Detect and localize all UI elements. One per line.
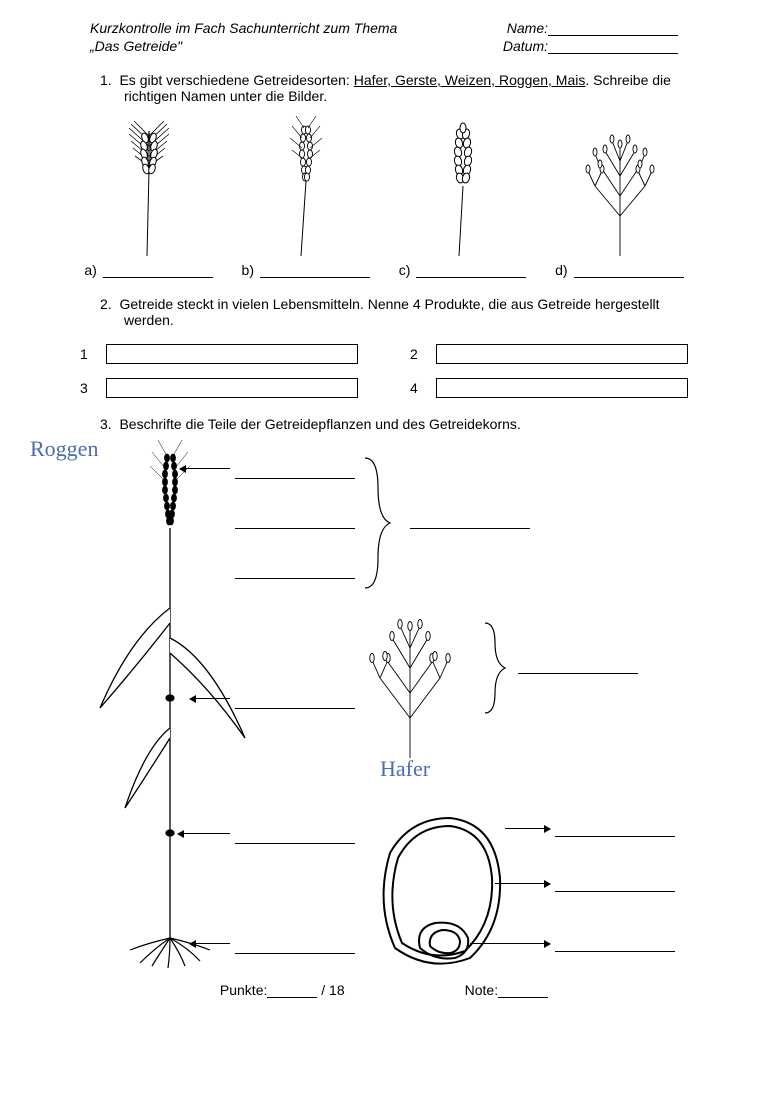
grain-image-c [403,116,523,256]
q1-answer-c[interactable]: c) [399,262,527,278]
grain-image-a [89,116,209,256]
q3-line-2[interactable] [235,528,355,529]
arrow-node [178,833,230,834]
q1-answer-b[interactable]: b) [242,262,370,278]
q2-boxes: 1 2 3 4 [40,344,728,398]
brace-top [360,453,400,593]
question-2: 2. Getreide steckt in vielen Lebensmitte… [40,296,728,328]
arrow-ear [180,468,230,469]
q2-text: 2. Getreide steckt in vielen Lebensmitte… [100,296,688,328]
brace-hafer [480,618,510,718]
q1-answer-row: a) b) c) d) [40,262,728,278]
q3-text: 3. Beschrifte die Teile der Getreidepfla… [100,416,688,432]
q3-kernel-line-1[interactable] [555,836,675,837]
header-row-2: „Das Getreide" Datum: [40,38,728,54]
grain-images-row [40,116,728,256]
grade-field[interactable]: Note: [465,982,548,998]
oat-plant-diagram [340,598,480,758]
q3-line-hafer[interactable] [518,673,638,674]
arrow-root [190,943,230,944]
q1-text: 1. Es gibt verschiedene Getreidesorten: … [100,72,688,104]
q3-line-leaf[interactable] [235,708,355,709]
points-field[interactable]: Punkte: / 18 [220,982,345,998]
grain-kernel-diagram [360,808,520,978]
q3-line-1[interactable] [235,478,355,479]
date-field[interactable]: Datum: [503,38,678,54]
question-3: 3. Beschrifte die Teile der Getreidepfla… [40,416,728,432]
q2-box-3[interactable] [106,378,358,398]
arrow-kernel-2 [495,883,550,884]
q3-kernel-line-2[interactable] [555,891,675,892]
q1-answer-d[interactable]: d) [555,262,683,278]
topic-line: „Das Getreide" [90,38,182,54]
q2-label-4: 4 [410,380,430,396]
hafer-label: Hafer [380,756,430,782]
arrow-kernel-1 [505,828,550,829]
q2-label-2: 2 [410,346,430,362]
q3-line-3[interactable] [235,578,355,579]
arrow-kernel-3 [470,943,550,944]
rye-plant-diagram [70,438,270,968]
q2-box-1[interactable] [106,344,358,364]
q2-label-3: 3 [80,380,100,396]
q2-label-1: 1 [80,346,100,362]
header-row-1: Kurzkontrolle im Fach Sachunterricht zum… [40,20,728,36]
worksheet-page: Kurzkontrolle im Fach Sachunterricht zum… [0,0,768,1110]
subject-line: Kurzkontrolle im Fach Sachunterricht zum… [90,20,397,36]
q3-diagram-area: Roggen [40,438,728,978]
grain-image-b [246,116,366,256]
q3-line-root[interactable] [235,953,355,954]
name-field[interactable]: Name: [507,20,678,36]
q2-box-2[interactable] [436,344,688,364]
q1-answer-a[interactable]: a) [84,262,212,278]
footer-row: Punkte: / 18 Note: [40,982,728,998]
q3-line-node[interactable] [235,843,355,844]
q3-kernel-line-3[interactable] [555,951,675,952]
question-1: 1. Es gibt verschiedene Getreidesorten: … [40,72,728,104]
arrow-leaf [190,698,230,699]
q3-line-brace-top[interactable] [410,528,530,529]
grain-image-d [560,116,680,256]
q2-box-4[interactable] [436,378,688,398]
